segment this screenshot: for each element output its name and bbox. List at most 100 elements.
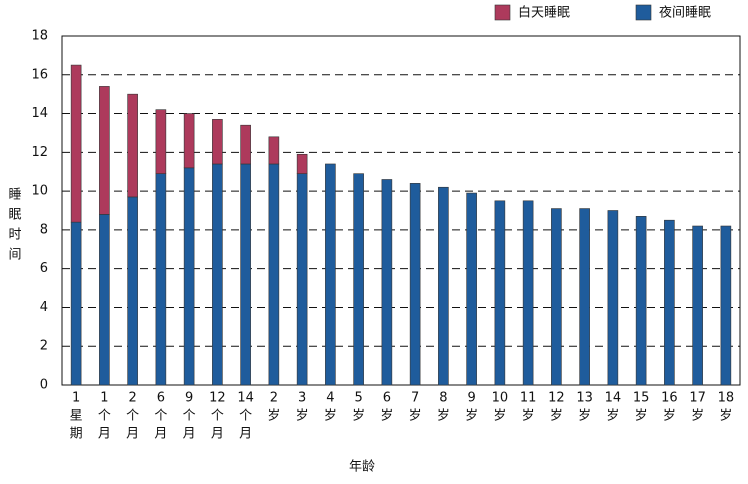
y-tick-label: 12	[31, 145, 48, 160]
x-tick-label: 5	[354, 391, 362, 406]
x-tick-label: 6	[157, 391, 165, 406]
x-tick-label: 9	[185, 391, 193, 406]
bar	[325, 163, 336, 386]
x-tick-label: 岁	[719, 409, 732, 424]
bar	[551, 208, 562, 386]
bar	[579, 208, 590, 386]
bar	[381, 179, 393, 386]
bar	[127, 196, 138, 386]
x-tick-label: 12	[548, 391, 565, 406]
x-tick-label: 16	[661, 391, 678, 406]
bar	[212, 119, 223, 165]
x-tick-label: 个	[98, 409, 111, 424]
x-tick-label: 3	[298, 391, 306, 406]
x-tick-label: 岁	[578, 409, 591, 424]
bar	[99, 86, 110, 215]
bar	[155, 109, 167, 174]
x-axis-label: 年龄	[349, 460, 375, 475]
x-tick-label: 岁	[691, 409, 704, 424]
x-tick-label: 个	[154, 409, 167, 424]
bar	[240, 124, 251, 165]
bar	[720, 225, 732, 386]
y-tick-label: 14	[31, 106, 48, 121]
x-tick-label: 6	[383, 391, 391, 406]
x-tick-label: 个	[126, 409, 139, 424]
y-axis-label: 眠	[8, 208, 21, 223]
bar	[466, 192, 477, 386]
legend-swatch	[494, 4, 511, 21]
bar	[99, 214, 110, 386]
bar	[70, 221, 82, 386]
x-tick-label: 岁	[522, 409, 535, 424]
bar	[522, 200, 534, 386]
bar	[296, 173, 308, 386]
bar	[409, 183, 421, 386]
y-tick-label: 16	[31, 67, 48, 82]
bar	[494, 200, 506, 386]
bar	[438, 186, 449, 386]
x-tick-label: 11	[520, 391, 537, 406]
bar	[268, 163, 280, 386]
y-tick-label: 0	[40, 378, 48, 393]
x-tick-label: 岁	[352, 409, 365, 424]
bar	[635, 216, 647, 386]
bar	[607, 210, 619, 386]
x-tick-label: 14	[605, 391, 622, 406]
x-tick-label: 岁	[606, 409, 619, 424]
y-axis-label: 间	[8, 248, 21, 263]
legend-swatch	[635, 4, 652, 21]
x-tick-label: 2	[128, 391, 136, 406]
x-tick-label: 岁	[493, 409, 506, 424]
legend-label: 白天睡眠	[518, 5, 570, 21]
x-tick-label: 12	[209, 391, 226, 406]
bar	[127, 93, 138, 198]
plot-frame	[61, 35, 741, 386]
x-tick-label: 14	[237, 391, 254, 406]
x-tick-label: 10	[492, 391, 509, 406]
x-tick-label: 月	[239, 427, 252, 442]
bar	[155, 173, 167, 386]
x-tick-label: 9	[467, 391, 475, 406]
bar	[692, 225, 703, 386]
x-tick-label: 岁	[409, 409, 422, 424]
x-tick-label: 个	[183, 409, 196, 424]
x-tick-label: 岁	[465, 409, 478, 424]
x-tick-label: 月	[183, 427, 196, 442]
x-tick-label: 个	[211, 409, 224, 424]
x-tick-label: 个	[239, 409, 252, 424]
y-axis-label: 时	[8, 228, 21, 243]
x-tick-label: 4	[326, 391, 334, 406]
y-tick-label: 4	[40, 300, 48, 315]
y-tick-label: 10	[31, 184, 48, 199]
x-tick-label: 岁	[324, 409, 337, 424]
x-tick-label: 星	[70, 409, 83, 424]
bar	[268, 136, 280, 165]
x-tick-label: 2	[270, 391, 278, 406]
legend-label: 夜间睡眠	[659, 6, 711, 21]
bar	[664, 219, 675, 386]
x-tick-label: 岁	[267, 409, 280, 424]
x-tick-label: 15	[633, 391, 650, 406]
bar	[183, 113, 195, 169]
x-tick-label: 月	[154, 427, 167, 442]
x-tick-label: 月	[98, 427, 111, 442]
bar	[183, 167, 195, 386]
bar	[296, 153, 308, 174]
x-tick-label: 18	[718, 391, 735, 406]
x-tick-label: 8	[439, 391, 447, 406]
y-axis-label: 睡	[8, 188, 21, 203]
y-tick-label: 8	[40, 222, 48, 237]
x-tick-label: 月	[126, 427, 139, 442]
x-tick-label: 1	[72, 391, 80, 406]
bar	[212, 163, 223, 386]
x-tick-label: 岁	[550, 409, 563, 424]
y-tick-label: 18	[31, 29, 48, 44]
x-tick-label: 岁	[380, 409, 393, 424]
x-tick-label: 17	[689, 391, 706, 406]
x-tick-label: 岁	[296, 409, 309, 424]
y-tick-label: 6	[40, 261, 48, 276]
x-tick-label: 月	[211, 427, 224, 442]
x-tick-label: 1	[100, 391, 108, 406]
x-tick-label: 岁	[663, 409, 676, 424]
